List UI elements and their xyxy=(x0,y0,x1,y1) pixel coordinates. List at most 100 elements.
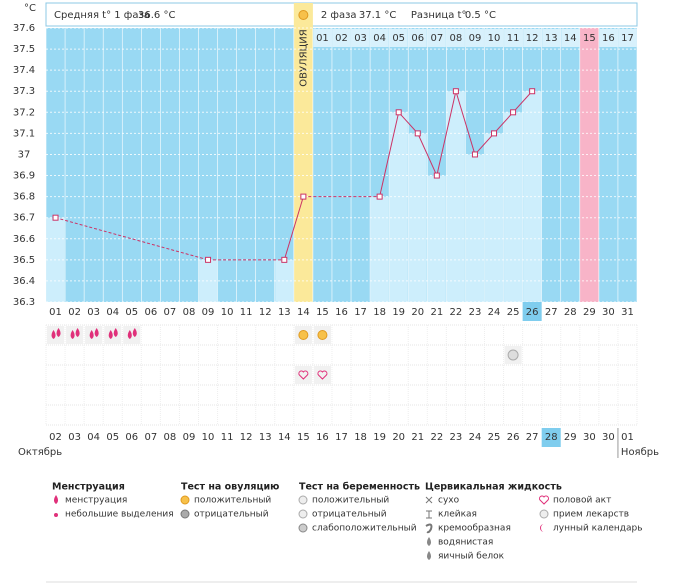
temperature-point xyxy=(414,130,421,137)
phase2-cell xyxy=(351,29,370,47)
temperature-bar xyxy=(427,175,446,302)
cycle-day: 25 xyxy=(507,307,520,318)
plot-background xyxy=(46,28,637,302)
heart-icon xyxy=(317,370,328,380)
drop-icon xyxy=(427,537,431,546)
heart-icon xyxy=(539,495,549,505)
cycle-day: 05 xyxy=(125,307,138,318)
legend-title: Тест на овуляцию xyxy=(181,482,279,493)
event-cell xyxy=(294,366,312,384)
date: 18 xyxy=(354,432,367,443)
y-tick-label: 36.5 xyxy=(13,255,35,266)
date: 30 xyxy=(602,432,615,443)
cycle-day: 16 xyxy=(335,307,348,318)
cycle-day: 01 xyxy=(49,307,62,318)
date: 12 xyxy=(240,432,253,443)
today-cell xyxy=(522,302,542,321)
event-cell xyxy=(47,326,65,344)
cycle-day: 23 xyxy=(469,307,482,318)
phase2-cell xyxy=(370,29,389,47)
legend-icon xyxy=(539,509,549,519)
temperature-bar xyxy=(504,112,523,302)
event-cell xyxy=(104,326,122,344)
drop-icon xyxy=(94,328,99,337)
cycle-day: 07 xyxy=(164,307,177,318)
date: 27 xyxy=(526,432,539,443)
phase2-day: 16 xyxy=(602,33,615,44)
legend-item: яичный белок xyxy=(438,552,505,562)
temperature-point xyxy=(376,193,383,200)
legend-icon xyxy=(298,523,308,533)
temperature-bar xyxy=(465,154,484,302)
temperature-bar xyxy=(370,196,389,302)
temperature-bar xyxy=(389,112,408,302)
header-box xyxy=(45,2,638,27)
cycle-day: 18 xyxy=(373,307,386,318)
legend-item: сухо xyxy=(438,496,460,506)
cycle-day: 26 xyxy=(526,307,539,318)
temperature-point xyxy=(452,88,459,95)
temperature-point xyxy=(205,256,212,263)
temperature-line xyxy=(436,91,457,176)
phase2-day: 03 xyxy=(354,33,367,44)
y-tick-label: 36.7 xyxy=(13,213,35,224)
legend-item: слабоположительный xyxy=(312,524,417,534)
ovulation-test-icon xyxy=(317,330,328,340)
temperature-point xyxy=(300,193,307,200)
phase2-day: 09 xyxy=(469,33,482,44)
y-unit: °C xyxy=(24,3,36,14)
drop-icon xyxy=(89,330,94,339)
pregnancy-test-icon xyxy=(507,349,519,361)
temperature-line xyxy=(55,217,209,261)
phase2-cell xyxy=(465,29,484,47)
y-tick-label: 36.3 xyxy=(13,297,35,308)
date: 28 xyxy=(545,432,558,443)
date: 25 xyxy=(488,432,501,443)
temperature-point xyxy=(529,88,536,95)
phase2-day: 07 xyxy=(430,33,443,44)
header-diff-value: 0.5 °C xyxy=(465,10,496,21)
temperature-line xyxy=(455,91,476,155)
phase2-cell xyxy=(542,29,561,47)
legend-title: Тест на беременность xyxy=(299,482,420,493)
phase2-cell xyxy=(561,29,580,47)
date: 05 xyxy=(106,432,119,443)
legend-item: отрицательный xyxy=(194,510,269,520)
date: 11 xyxy=(221,432,234,443)
temperature-bar xyxy=(523,91,542,302)
drop-icon xyxy=(54,495,58,504)
date: 19 xyxy=(373,432,386,443)
phase2-cell xyxy=(618,29,637,47)
legend-item: лунный календарь xyxy=(553,524,643,534)
cycle-day: 06 xyxy=(144,307,157,318)
drop-icon xyxy=(427,551,431,560)
legend-item: половой акт xyxy=(553,496,611,506)
date: 14 xyxy=(278,432,291,443)
legend-icon xyxy=(54,513,58,517)
cycle-day: 13 xyxy=(278,307,291,318)
legend-item: менструация xyxy=(65,496,127,506)
temperature-line xyxy=(283,196,304,260)
phase2-day: 05 xyxy=(392,33,405,44)
date: 09 xyxy=(183,432,196,443)
date: 15 xyxy=(297,432,310,443)
y-tick-label: 36.8 xyxy=(13,192,35,203)
drop-icon xyxy=(70,330,75,339)
event-cell xyxy=(123,326,141,344)
date: 04 xyxy=(87,432,100,443)
legend-icon xyxy=(426,510,432,519)
phase2-cell xyxy=(313,29,332,47)
cycle-day: 31 xyxy=(621,307,634,318)
temperature-point xyxy=(395,109,402,116)
cycle-day: 24 xyxy=(488,307,501,318)
event-cell xyxy=(85,326,103,344)
date: 29 xyxy=(564,432,577,443)
drop-icon xyxy=(108,330,113,339)
phase2-cell xyxy=(580,29,599,47)
phase2-day: 12 xyxy=(526,33,539,44)
cycle-day: 28 xyxy=(564,307,577,318)
legend-item: отрицательный xyxy=(312,510,387,520)
phase2-day: 10 xyxy=(488,33,501,44)
temperature-point xyxy=(491,130,498,137)
y-tick-label: 37.3 xyxy=(13,86,35,97)
